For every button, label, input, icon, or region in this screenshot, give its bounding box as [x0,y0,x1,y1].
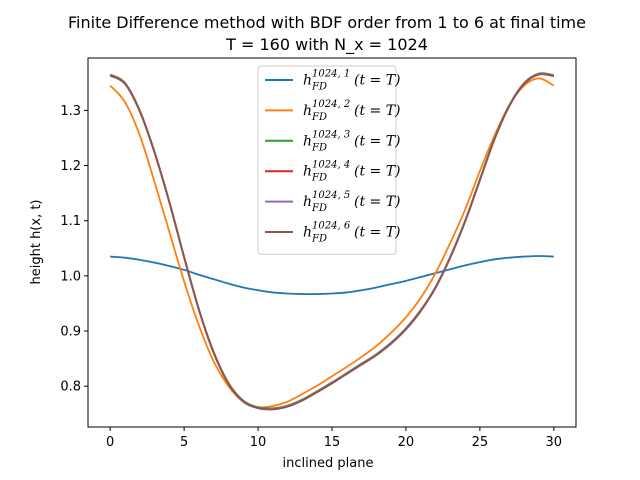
series-line-2 [109,77,555,409]
y-tick-label: 1.1 [60,214,81,229]
chart-title-line-2: T = 160 with N_x = 1024 [225,35,428,55]
legend-entry: h1024, 3 FD (t = T) [265,129,401,153]
legend: h1024, 1 FD (t = T)h1024, 2 FD (t = T)h1024,… [257,65,401,255]
legend-label-sub: FD [311,112,327,123]
legend-label-sup: 1024, 2 [312,99,350,110]
legend-label-sub: FD [311,82,327,93]
legend-label: h1024, 3 FD (t = T) [303,129,401,153]
x-tick-label: 10 [250,435,267,450]
x-tick-label: 30 [546,435,563,450]
legend-label-tail: (t = T) [354,194,401,210]
y-axis: 0.8 0.9 1.0 1.1 1.2 1.3 [60,104,88,395]
legend-label-sup: 1024, 1 [312,69,350,80]
chart-title-line-1: Finite Difference method with BDF order … [68,13,586,32]
legend-label: h1024, 1 FD (t = T) [303,69,401,93]
legend-label-tail: (t = T) [354,225,401,241]
y-axis-label: height h(x, t) [29,199,44,284]
legend-box [257,65,397,255]
legend-label-sub: FD [311,173,327,184]
legend-label-sub: FD [311,203,327,214]
y-tick-label: 0.8 [60,380,81,395]
legend-label-base: h [303,133,312,149]
y-tick-label: 1.2 [60,159,81,174]
x-tick-label: 25 [472,435,489,450]
series-line-6 [109,73,554,411]
legend-label-sub: FD [311,142,327,153]
legend-label: h1024, 6 FD (t = T) [303,221,401,245]
legend-entry: h1024, 4 FD (t = T) [265,160,401,184]
legend-label-tail: (t = T) [354,164,401,180]
legend-label-sup: 1024, 5 [312,190,350,201]
legend-label-tail: (t = T) [354,133,401,149]
y-tick-label: 0.9 [60,325,81,340]
x-axis-label: inclined plane [283,456,374,471]
x-tick-label: 20 [398,435,415,450]
x-axis: 0 5 10 15 20 25 30 [106,427,562,450]
legend-label-base: h [303,225,312,241]
legend-label-base: h [303,194,312,210]
legend-label-base: h [303,73,312,89]
legend-label: h1024, 5 FD (t = T) [303,190,401,214]
legend-entry: h1024, 6 FD (t = T) [265,221,401,245]
series-layer [109,72,555,411]
legend-label-sup: 1024, 3 [312,129,350,140]
series-line-1 [110,255,554,296]
legend-entry: h1024, 1 FD (t = T) [265,69,401,93]
legend-label: h1024, 4 FD (t = T) [303,160,401,184]
x-tick-label: 5 [180,435,188,450]
legend-label-sub: FD [311,234,327,245]
legend-label-sup: 1024, 4 [312,160,350,171]
x-tick-label: 15 [324,435,341,450]
legend-entry: h1024, 5 FD (t = T) [265,190,401,214]
legend-label: h1024, 2 FD (t = T) [303,99,401,123]
y-tick-label: 1.0 [60,269,81,284]
legend-label-base: h [303,164,312,180]
legend-label-sup: 1024, 6 [312,221,351,232]
legend-entry: h1024, 2 FD (t = T) [265,99,401,123]
legend-label-base: h [303,103,312,119]
chart-title: Finite Difference method with BDF order … [68,13,586,55]
legend-label-tail: (t = T) [354,73,401,89]
x-tick-label: 0 [106,435,114,450]
legend-label-tail: (t = T) [354,103,401,119]
y-tick-label: 1.3 [60,104,81,119]
